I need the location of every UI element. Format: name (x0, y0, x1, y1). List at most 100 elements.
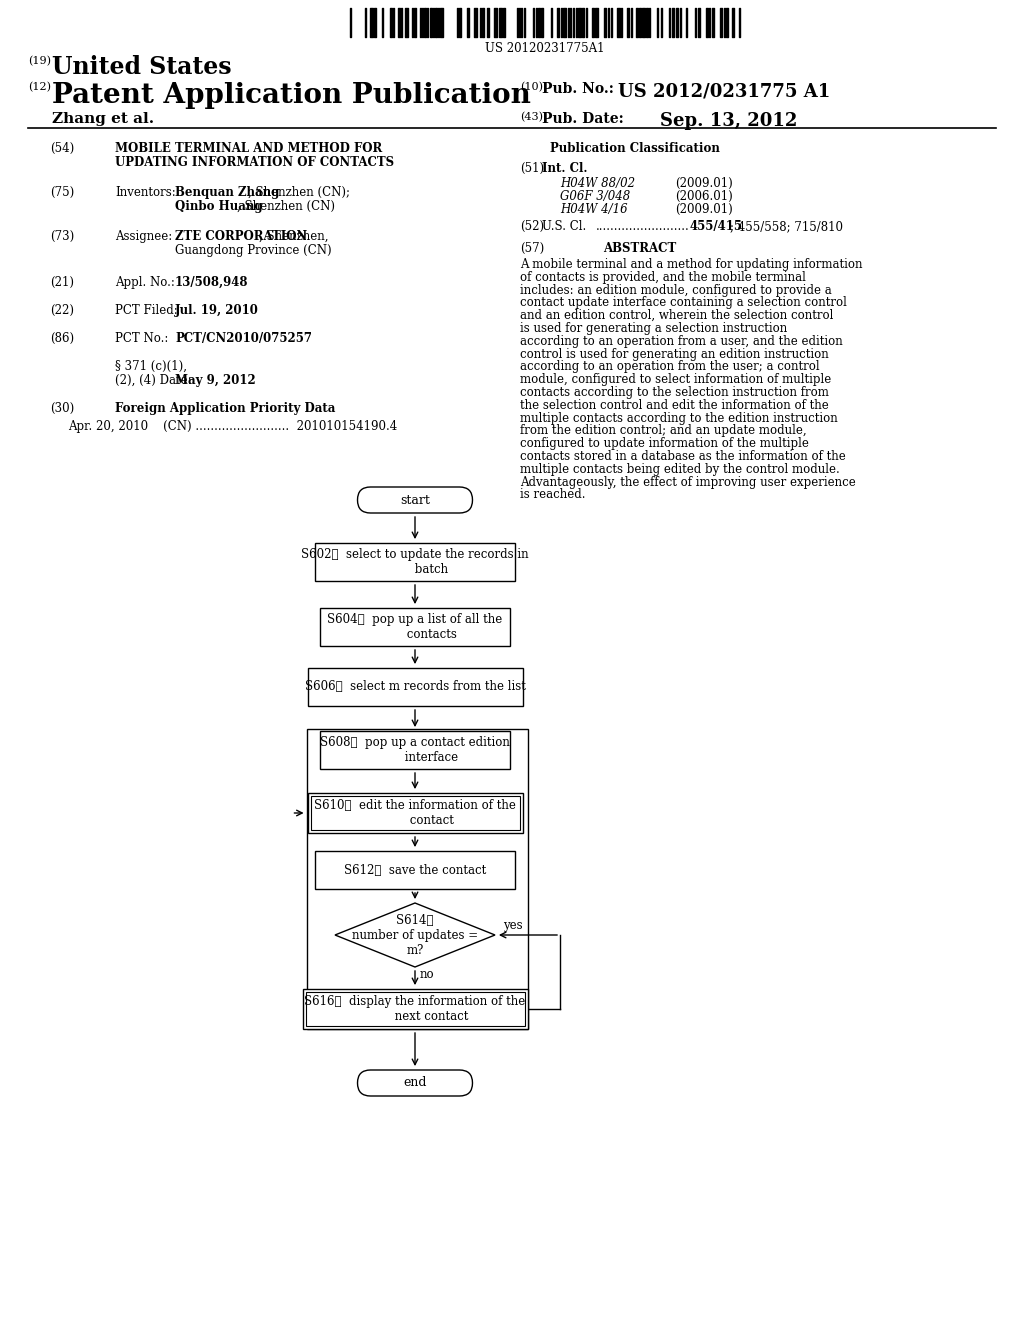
Text: PCT No.:: PCT No.: (115, 333, 168, 345)
Text: PCT Filed:: PCT Filed: (115, 304, 178, 317)
Text: the selection control and edit the information of the: the selection control and edit the infor… (520, 399, 828, 412)
Text: .........................: ......................... (596, 220, 690, 234)
Text: according to an operation from a user, and the edition: according to an operation from a user, a… (520, 335, 843, 347)
Text: S602、  select to update the records in
         batch: S602、 select to update the records in ba… (301, 548, 528, 576)
Text: S606、  select m records from the list: S606、 select m records from the list (304, 681, 525, 693)
Text: Advantageously, the effect of improving user experience: Advantageously, the effect of improving … (520, 475, 856, 488)
Text: , Shenzhen,: , Shenzhen, (259, 230, 329, 243)
Text: Pub. No.:: Pub. No.: (542, 82, 613, 96)
Text: (43): (43) (520, 112, 543, 123)
Text: start: start (400, 494, 430, 507)
Text: Inventors:: Inventors: (115, 186, 176, 199)
FancyBboxPatch shape (357, 1071, 472, 1096)
Text: MOBILE TERMINAL AND METHOD FOR: MOBILE TERMINAL AND METHOD FOR (115, 143, 382, 154)
Bar (307, 729, 528, 1030)
Text: US 2012/0231775 A1: US 2012/0231775 A1 (618, 82, 830, 100)
Text: module, configured to select information of multiple: module, configured to select information… (520, 374, 831, 387)
Polygon shape (335, 903, 495, 968)
Text: S604、  pop up a list of all the
         contacts: S604、 pop up a list of all the contacts (328, 612, 503, 642)
Text: (75): (75) (50, 186, 75, 199)
Text: no: no (420, 969, 434, 982)
Text: (30): (30) (50, 403, 75, 414)
Text: ; 455/558; 715/810: ; 455/558; 715/810 (730, 220, 843, 234)
Bar (319, 609, 510, 645)
Text: (54): (54) (50, 143, 75, 154)
Text: H04W 88/02: H04W 88/02 (560, 177, 635, 190)
Text: ZTE CORPORATION: ZTE CORPORATION (175, 230, 307, 243)
Text: contact update interface containing a selection control: contact update interface containing a se… (520, 297, 847, 309)
Text: is used for generating a selection instruction: is used for generating a selection instr… (520, 322, 787, 335)
Text: Sep. 13, 2012: Sep. 13, 2012 (660, 112, 798, 129)
Text: S616、  display the information of the
         next contact: S616、 display the information of the nex… (304, 995, 525, 1023)
Bar (319, 731, 510, 770)
Bar (315, 851, 515, 888)
Text: S614、
number of updates =
m?: S614、 number of updates = m? (352, 913, 478, 957)
Text: (51): (51) (520, 162, 544, 176)
Text: S612、  save the contact: S612、 save the contact (344, 863, 486, 876)
Text: 13/508,948: 13/508,948 (175, 276, 249, 289)
Text: S608、  pop up a contact edition
         interface: S608、 pop up a contact edition interface (321, 737, 510, 764)
Text: contacts according to the selection instruction from: contacts according to the selection inst… (520, 385, 828, 399)
Text: UPDATING INFORMATION OF CONTACTS: UPDATING INFORMATION OF CONTACTS (115, 156, 394, 169)
Bar (305, 993, 524, 1026)
Text: multiple contacts being edited by the control module.: multiple contacts being edited by the co… (520, 463, 840, 475)
Text: from the edition control; and an update module,: from the edition control; and an update … (520, 425, 807, 437)
Text: Publication Classification: Publication Classification (550, 143, 720, 154)
Text: (22): (22) (50, 304, 74, 317)
Text: Apr. 20, 2010    (CN) .........................  201010154190.4: Apr. 20, 2010 (CN) .....................… (68, 420, 397, 433)
Text: (2006.01): (2006.01) (675, 190, 733, 203)
Text: Pub. Date:: Pub. Date: (542, 112, 624, 125)
Text: Assignee:: Assignee: (115, 230, 172, 243)
Text: May 9, 2012: May 9, 2012 (175, 374, 256, 387)
Text: U.S. Cl.: U.S. Cl. (542, 220, 587, 234)
Text: (2), (4) Date:: (2), (4) Date: (115, 374, 191, 387)
Bar (307, 668, 522, 706)
Text: is reached.: is reached. (520, 488, 586, 502)
Text: United States: United States (52, 55, 231, 79)
Text: Jul. 19, 2010: Jul. 19, 2010 (175, 304, 259, 317)
Text: of contacts is provided, and the mobile terminal: of contacts is provided, and the mobile … (520, 271, 806, 284)
Text: (57): (57) (520, 242, 544, 255)
Text: contacts stored in a database as the information of the: contacts stored in a database as the inf… (520, 450, 846, 463)
Text: (21): (21) (50, 276, 74, 289)
Text: 455/415: 455/415 (690, 220, 743, 234)
Text: end: end (403, 1077, 427, 1089)
Text: includes: an edition module, configured to provide a: includes: an edition module, configured … (520, 284, 831, 297)
Bar (302, 989, 527, 1030)
Text: Zhang et al.: Zhang et al. (52, 112, 155, 125)
Text: according to an operation from the user; a control: according to an operation from the user;… (520, 360, 819, 374)
Text: (86): (86) (50, 333, 74, 345)
Text: yes: yes (503, 919, 522, 932)
Bar (315, 543, 515, 581)
Text: A mobile terminal and a method for updating information: A mobile terminal and a method for updat… (520, 257, 862, 271)
Text: Foreign Application Priority Data: Foreign Application Priority Data (115, 403, 336, 414)
Text: Qinbo Huang: Qinbo Huang (175, 201, 262, 213)
Text: (52): (52) (520, 220, 544, 234)
Text: ABSTRACT: ABSTRACT (603, 242, 677, 255)
Text: (73): (73) (50, 230, 75, 243)
Bar (307, 793, 522, 833)
Text: PCT/CN2010/075257: PCT/CN2010/075257 (175, 333, 312, 345)
Text: Guangdong Province (CN): Guangdong Province (CN) (175, 244, 332, 257)
Text: configured to update information of the multiple: configured to update information of the … (520, 437, 809, 450)
Text: (2009.01): (2009.01) (675, 203, 733, 216)
Text: , Shenzhen (CN);: , Shenzhen (CN); (248, 186, 350, 199)
Text: H04W 4/16: H04W 4/16 (560, 203, 628, 216)
Text: Appl. No.:: Appl. No.: (115, 276, 175, 289)
Text: US 20120231775A1: US 20120231775A1 (485, 42, 605, 55)
Text: and an edition control, wherein the selection control: and an edition control, wherein the sele… (520, 309, 834, 322)
Text: multiple contacts according to the edition instruction: multiple contacts according to the editi… (520, 412, 838, 425)
Text: (12): (12) (28, 82, 51, 92)
Text: , Shenzhen (CN): , Shenzhen (CN) (237, 201, 335, 213)
Bar (310, 796, 519, 830)
Text: Patent Application Publication: Patent Application Publication (52, 82, 530, 110)
Text: (10): (10) (520, 82, 543, 92)
Text: control is used for generating an edition instruction: control is used for generating an editio… (520, 347, 828, 360)
Text: Int. Cl.: Int. Cl. (542, 162, 588, 176)
Text: § 371 (c)(1),: § 371 (c)(1), (115, 360, 187, 374)
Text: (19): (19) (28, 55, 51, 66)
Text: G06F 3/048: G06F 3/048 (560, 190, 630, 203)
Text: (2009.01): (2009.01) (675, 177, 733, 190)
Text: Benquan Zhang: Benquan Zhang (175, 186, 280, 199)
Text: S610、  edit the information of the
         contact: S610、 edit the information of the contac… (314, 799, 516, 828)
